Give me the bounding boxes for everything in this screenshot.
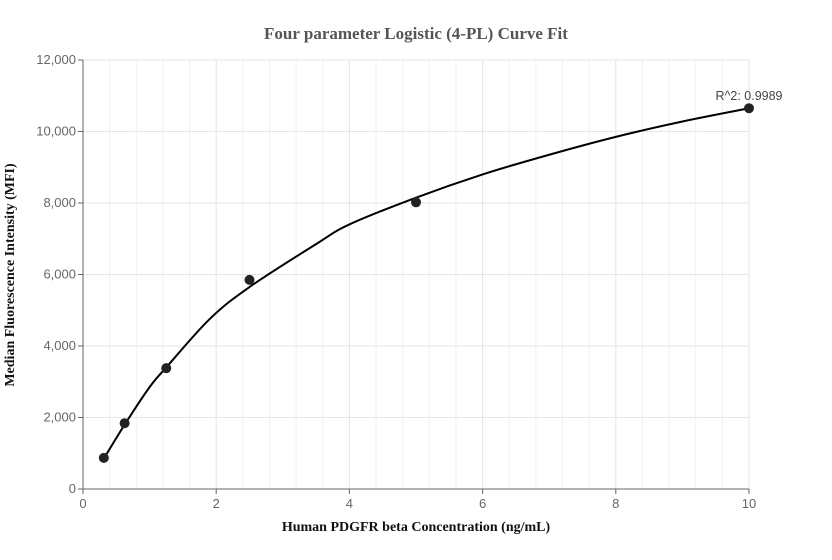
x-tick-label: 4 (346, 496, 353, 511)
chart-title: Four parameter Logistic (4-PL) Curve Fit (264, 24, 568, 43)
x-tick-label: 2 (213, 496, 220, 511)
x-axis-label: Human PDGFR beta Concentration (ng/mL) (282, 520, 551, 535)
data-point (244, 274, 255, 285)
y-tick-label: 10,000 (36, 124, 76, 139)
data-point (161, 363, 172, 374)
x-tick-label: 8 (612, 496, 619, 511)
grid (82, 59, 750, 490)
x-tick-label: 0 (79, 496, 86, 511)
data-point (119, 418, 130, 429)
data-point (98, 452, 109, 463)
data-point (744, 103, 754, 114)
y-tick-label: 12,000 (36, 52, 76, 67)
axes (78, 59, 750, 494)
y-tick-label: 8,000 (43, 195, 76, 210)
fit-curve (102, 107, 750, 460)
r-squared-annotation: R^2: 0.9989 (715, 89, 782, 103)
y-tick-label: 4,000 (43, 338, 76, 353)
data-points (98, 103, 754, 463)
x-tick-label: 10 (742, 496, 756, 511)
data-point (411, 197, 421, 208)
tick-labels: 0 2 4 6 8 10 0 2,000 4,000 6,000 8,000 10,000 12,000 (36, 52, 756, 511)
y-tick-label: 6,000 (43, 267, 76, 282)
y-tick-label: 2,000 (43, 410, 76, 425)
y-axis-label: Median Fluorescence Intensity (MFI) (3, 163, 18, 387)
y-tick-label: 0 (69, 481, 76, 496)
x-tick-label: 6 (479, 496, 486, 511)
